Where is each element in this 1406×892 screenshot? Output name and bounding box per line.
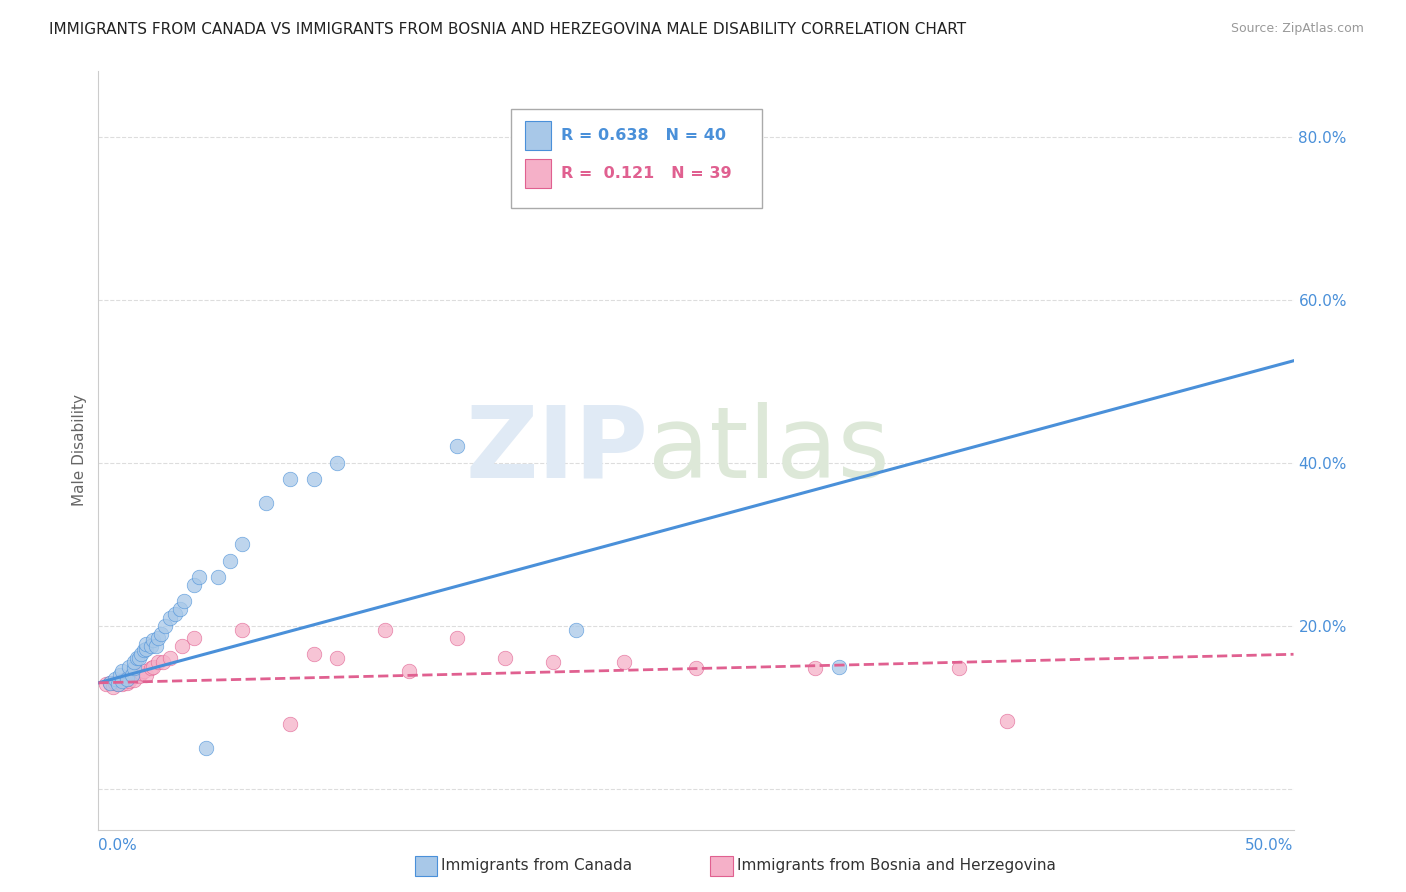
Point	[254, 496, 277, 510]
Point	[231, 537, 253, 551]
Point	[111, 677, 134, 691]
Text: Immigrants from Canada: Immigrants from Canada	[441, 858, 633, 872]
Point	[128, 669, 150, 683]
Point	[374, 623, 396, 637]
Point	[118, 659, 141, 673]
Point	[183, 631, 205, 645]
Text: atlas: atlas	[648, 402, 890, 499]
Point	[98, 675, 122, 690]
Point	[231, 623, 253, 637]
Y-axis label: Male Disability: Male Disability	[72, 394, 87, 507]
Point	[145, 639, 167, 653]
Text: IMMIGRANTS FROM CANADA VS IMMIGRANTS FROM BOSNIA AND HERZEGOVINA MALE DISABILITY: IMMIGRANTS FROM CANADA VS IMMIGRANTS FRO…	[49, 22, 966, 37]
Point	[398, 664, 420, 678]
Text: 50.0%: 50.0%	[1246, 838, 1294, 853]
Point	[132, 643, 155, 657]
Point	[169, 602, 191, 616]
Point	[278, 472, 301, 486]
Point	[115, 675, 138, 690]
Point	[446, 439, 468, 453]
Point	[948, 661, 970, 675]
Point	[219, 553, 242, 567]
Point	[159, 651, 181, 665]
Point	[142, 659, 165, 673]
Point	[98, 675, 122, 690]
Point	[302, 647, 325, 661]
FancyBboxPatch shape	[524, 160, 551, 188]
Text: R = 0.638   N = 40: R = 0.638 N = 40	[561, 128, 725, 144]
Point	[685, 661, 707, 675]
Point	[135, 641, 157, 656]
Point	[107, 677, 129, 691]
Point	[139, 639, 162, 653]
Point	[121, 669, 143, 683]
FancyBboxPatch shape	[510, 110, 762, 208]
Point	[828, 659, 851, 673]
Text: R =  0.121   N = 39: R = 0.121 N = 39	[561, 166, 731, 181]
Point	[132, 664, 155, 678]
Point	[111, 664, 134, 678]
Point	[118, 672, 141, 686]
Point	[278, 716, 301, 731]
Point	[94, 677, 117, 691]
Point	[195, 741, 218, 756]
Point	[173, 594, 195, 608]
Point	[104, 675, 127, 690]
Point	[104, 672, 127, 686]
Point	[107, 677, 129, 691]
Point	[183, 578, 205, 592]
Point	[302, 472, 325, 486]
Point	[125, 667, 148, 681]
Point	[326, 456, 349, 470]
Point	[187, 570, 209, 584]
Point	[494, 651, 516, 665]
Point	[135, 667, 157, 681]
Point	[159, 610, 181, 624]
Point	[446, 631, 468, 645]
Point	[125, 651, 148, 665]
Point	[148, 631, 170, 645]
Point	[124, 673, 146, 688]
Text: ZIP: ZIP	[465, 402, 648, 499]
Point	[565, 623, 588, 637]
Point	[155, 619, 177, 633]
Point	[124, 661, 146, 675]
Point	[111, 674, 134, 689]
Point	[131, 666, 153, 681]
Point	[118, 674, 141, 689]
Point	[613, 656, 636, 670]
Point	[995, 714, 1018, 728]
Point	[135, 637, 157, 651]
Point	[326, 651, 349, 665]
Text: Source: ZipAtlas.com: Source: ZipAtlas.com	[1230, 22, 1364, 36]
Point	[149, 627, 172, 641]
Point	[207, 570, 229, 584]
Point	[172, 639, 194, 653]
Point	[108, 674, 131, 689]
Point	[131, 647, 153, 661]
Point	[128, 651, 150, 665]
Point	[124, 656, 146, 670]
Point	[121, 667, 143, 681]
Point	[541, 656, 564, 670]
Point	[114, 672, 136, 686]
Text: Immigrants from Bosnia and Herzegovina: Immigrants from Bosnia and Herzegovina	[737, 858, 1056, 872]
Point	[101, 680, 124, 694]
Point	[804, 661, 827, 675]
Text: 0.0%: 0.0%	[98, 838, 138, 853]
Point	[139, 661, 162, 675]
Point	[142, 633, 165, 648]
Point	[115, 672, 138, 686]
FancyBboxPatch shape	[524, 121, 551, 150]
Point	[148, 656, 170, 670]
Point	[163, 607, 186, 621]
Point	[108, 667, 131, 681]
Point	[152, 656, 174, 670]
